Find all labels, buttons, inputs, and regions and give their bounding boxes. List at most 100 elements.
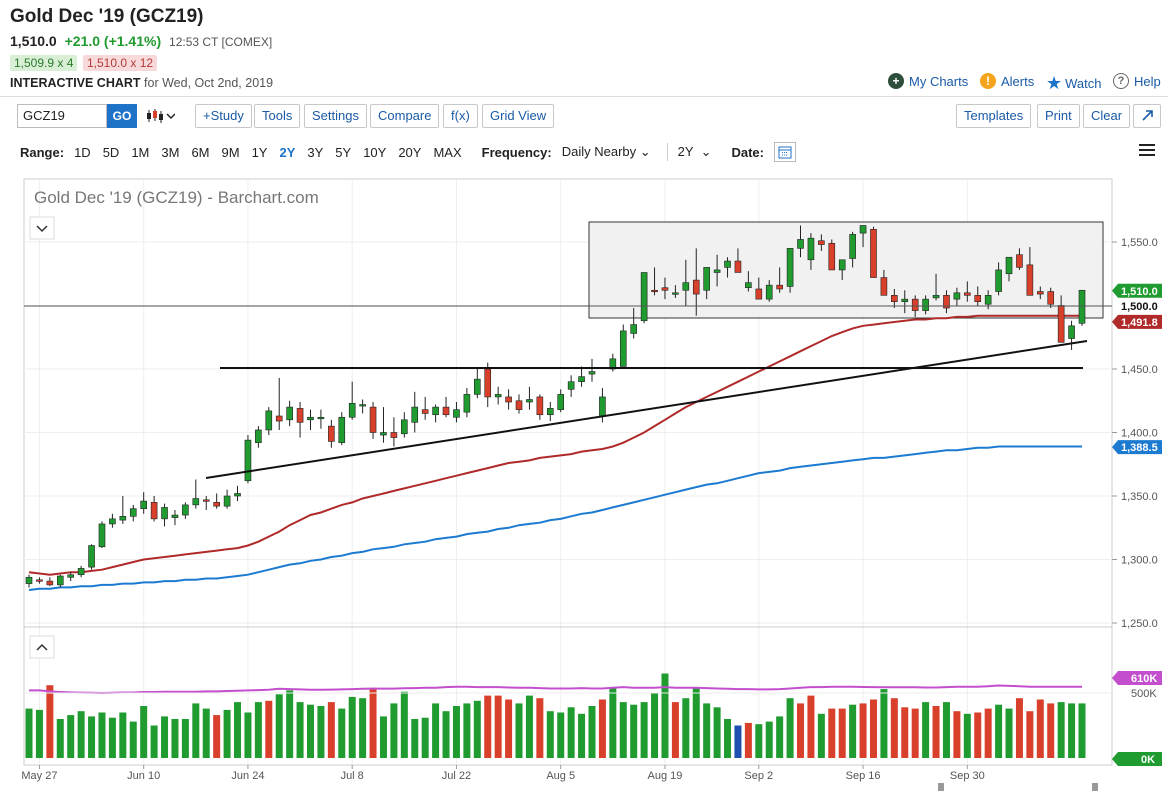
candle-up	[546, 408, 554, 416]
clear-button[interactable]: Clear	[1083, 104, 1131, 128]
volume-bar	[640, 702, 648, 758]
scroll-handle-left[interactable]	[938, 783, 944, 791]
volume-bar	[275, 694, 283, 758]
candle	[150, 496, 158, 522]
range-1m[interactable]: 1M	[131, 144, 150, 160]
candle	[818, 234, 825, 251]
volume-bar	[494, 695, 502, 758]
tools-button[interactable]: Tools	[254, 104, 301, 128]
volume-bars	[25, 673, 1086, 758]
collapse-toggle[interactable]	[29, 216, 55, 240]
grid-view-button[interactable]: Grid View	[482, 104, 555, 128]
study-button[interactable]: +Study	[195, 104, 252, 128]
go-button[interactable]: GO	[107, 104, 137, 128]
my-charts-link[interactable]: + My Charts	[888, 73, 968, 89]
candle	[140, 492, 147, 514]
range-2y[interactable]: 2Y	[279, 144, 296, 160]
volume-collapse-toggle[interactable]	[29, 635, 55, 659]
candle-down	[818, 240, 825, 245]
range-3m[interactable]: 3M	[161, 144, 180, 160]
help-link[interactable]: ? Help	[1113, 73, 1161, 89]
candle	[129, 504, 137, 522]
symbol-input[interactable]: GCZ19	[17, 104, 107, 128]
candle-up	[463, 394, 471, 413]
alert-icon: !	[980, 73, 996, 89]
volume-bar	[755, 724, 763, 758]
candle-up	[807, 237, 815, 261]
volume-bar	[598, 699, 606, 758]
volume-bar	[724, 719, 732, 758]
frequency-value: Daily Nearby	[561, 144, 637, 159]
range-1y[interactable]: 1Y	[251, 144, 268, 160]
print-button[interactable]: Print	[1037, 104, 1080, 128]
volume-bar	[817, 713, 825, 758]
volume-bar	[942, 702, 950, 758]
expand-arrow-icon	[1142, 110, 1153, 121]
volume-bar	[1057, 702, 1065, 758]
candle-down	[734, 260, 742, 273]
calendar-button[interactable]	[774, 142, 796, 162]
candle	[1016, 248, 1023, 270]
volume-bar	[661, 673, 669, 758]
my-charts-label: My Charts	[909, 73, 969, 89]
consolidation-box	[588, 221, 1104, 319]
volume-bar	[776, 716, 784, 758]
period-value: 2Y	[677, 144, 694, 159]
period-select[interactable]: 2Y ⌄	[678, 144, 712, 160]
x-tick-label: May 27	[21, 770, 57, 782]
watch-link[interactable]: ★ Watch	[1046, 73, 1102, 94]
popout-button[interactable]	[1133, 104, 1161, 128]
volume-bar	[35, 709, 43, 758]
candle-up	[984, 295, 992, 305]
fx-button[interactable]: f(x)	[443, 104, 478, 128]
price-change: +21.0 (+1.41%)	[64, 33, 162, 49]
candle	[891, 288, 898, 309]
range-20y[interactable]: 20Y	[398, 144, 422, 160]
candle-down	[536, 396, 544, 416]
candle-up	[171, 514, 179, 518]
candle-down	[421, 409, 429, 414]
bid-badge: 1,509.9 x 4	[10, 55, 78, 71]
templates-button[interactable]: Templates	[956, 104, 1032, 128]
range-max[interactable]: MAX	[433, 144, 462, 160]
range-10y[interactable]: 10Y	[363, 144, 387, 160]
range-5d[interactable]: 5D	[102, 144, 120, 160]
candle	[474, 367, 481, 399]
candle-down	[1057, 305, 1065, 343]
candle-down	[515, 400, 523, 410]
menu-button[interactable]	[1139, 143, 1155, 162]
alerts-link[interactable]: ! Alerts	[980, 73, 1034, 89]
candle	[317, 409, 325, 429]
candle	[432, 404, 439, 423]
volume-bar	[578, 713, 586, 758]
range-1d[interactable]: 1D	[74, 144, 91, 160]
price-chart[interactable]: Gold Dec '19 (GCZ19) - Barchart.com 1,25…	[0, 170, 1168, 791]
candle	[1068, 320, 1075, 350]
candle-down	[484, 368, 492, 398]
range-5y[interactable]: 5Y	[335, 144, 352, 160]
ma200-tag-bg	[1112, 440, 1162, 455]
candle-up	[901, 298, 909, 302]
range-9m[interactable]: 9M	[221, 144, 240, 160]
range-6m[interactable]: 6M	[191, 144, 210, 160]
frequency-select[interactable]: Daily Nearby ⌄	[562, 144, 651, 160]
settings-button[interactable]: Settings	[304, 104, 367, 128]
range-3y[interactable]: 3Y	[307, 144, 324, 160]
candle-down	[390, 432, 398, 438]
candle-up	[182, 504, 189, 516]
candle-up	[88, 545, 95, 568]
volume-bar	[880, 689, 888, 758]
chart-date: for Wed, Oct 2nd, 2019	[144, 76, 274, 90]
scroll-handle-right[interactable]	[1092, 783, 1098, 791]
volume-bar	[1047, 703, 1055, 758]
candle-down	[943, 295, 950, 309]
candle	[380, 407, 387, 443]
level-tag: 1,500.0	[1112, 299, 1162, 313]
compare-button[interactable]: Compare	[370, 104, 440, 128]
volume-bar	[567, 707, 575, 758]
candle-down	[1036, 291, 1044, 295]
candle-up	[578, 376, 585, 382]
candle	[974, 286, 982, 306]
candle-up	[922, 298, 929, 311]
chart-type-selector[interactable]	[145, 108, 175, 124]
